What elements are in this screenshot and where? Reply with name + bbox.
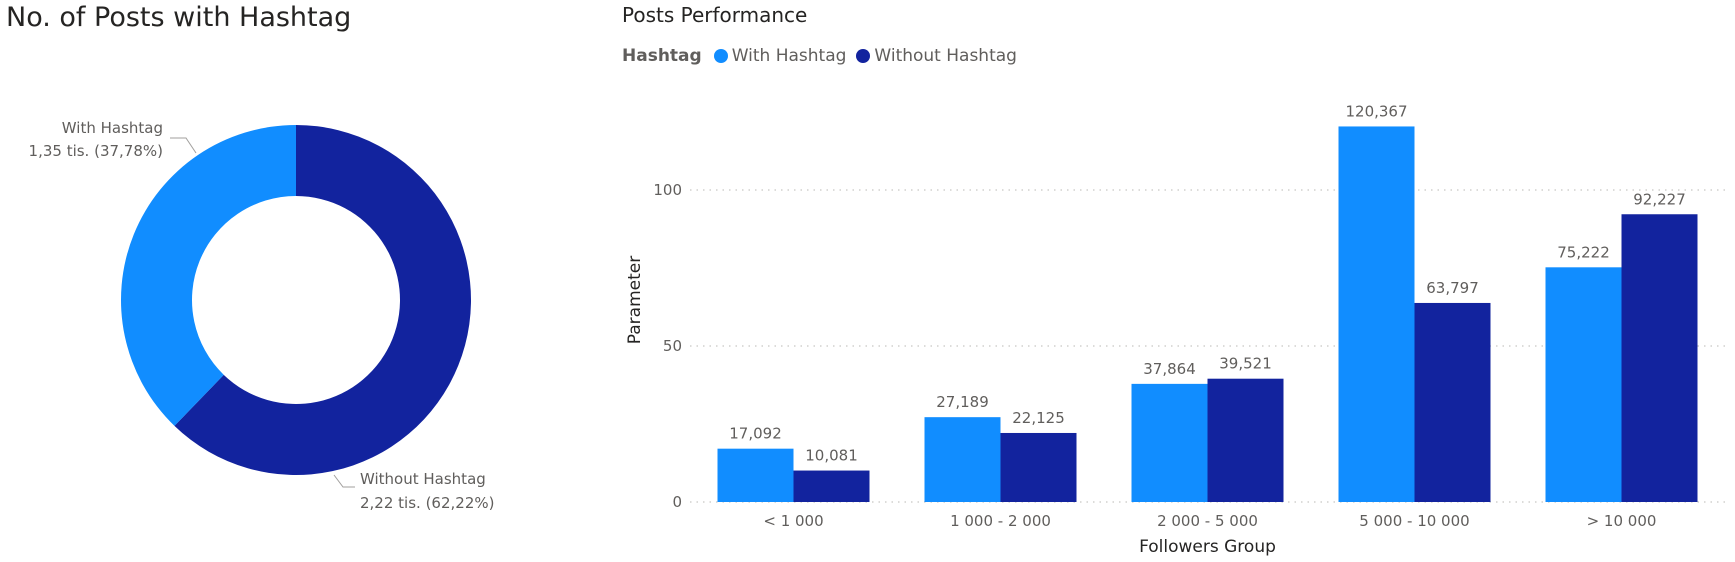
legend-item-without-hashtag[interactable]: Without Hashtag	[856, 46, 1017, 66]
donut-chart-title: No. of Posts with Hashtag	[6, 2, 352, 33]
x-tick-label: 1 000 - 2 000	[950, 512, 1051, 530]
x-tick-label: > 10 000	[1587, 512, 1657, 530]
data-label: 92,227	[1633, 190, 1686, 208]
bar-chart-legend: Hashtag With Hashtag Without Hashtag	[622, 46, 1027, 66]
bar-without-hashtag[interactable]	[1207, 378, 1284, 502]
x-tick-label: 5 000 - 10 000	[1359, 512, 1469, 530]
data-label: 75,222	[1557, 243, 1610, 261]
bar-without-hashtag[interactable]	[1414, 302, 1491, 502]
data-label: 10,081	[805, 447, 858, 465]
x-tick-label: 2 000 - 5 000	[1157, 512, 1258, 530]
data-label: 39,521	[1219, 355, 1272, 373]
bar-without-hashtag[interactable]	[1621, 214, 1698, 502]
donut-label-name: Without Hashtag	[360, 470, 486, 488]
donut-leader-line	[333, 474, 355, 488]
legend-label-with-hashtag: With Hashtag	[731, 46, 847, 66]
legend-marker-without-hashtag	[856, 49, 871, 63]
donut-leader-line	[170, 137, 197, 154]
x-tick-label: < 1 000	[763, 512, 823, 530]
legend-item-with-hashtag[interactable]: With Hashtag	[713, 46, 847, 66]
bar-with-hashtag[interactable]	[717, 448, 794, 502]
legend-title: Hashtag	[622, 46, 702, 66]
y-tick-label: 0	[672, 493, 682, 511]
legend-label-without-hashtag: Without Hashtag	[874, 46, 1017, 66]
donut-label-value: 1,35 tis. (37,78%)	[29, 142, 163, 160]
data-label: 22,125	[1012, 409, 1065, 427]
bar-with-hashtag[interactable]	[1131, 383, 1208, 502]
donut-chart: With Hashtag 1,35 tis. (37,78%) Without Ha…	[29, 119, 495, 512]
data-label: 120,367	[1345, 102, 1407, 120]
donut-slice-without-hashtag[interactable]	[174, 125, 472, 475]
donut-label-name: With Hashtag	[62, 119, 163, 137]
data-label: 37,864	[1143, 360, 1196, 378]
bar-chart-title: Posts Performance	[622, 3, 808, 27]
bar-with-hashtag[interactable]	[1545, 267, 1622, 502]
y-tick-label: 100	[653, 181, 682, 199]
legend-marker-with-hashtag	[713, 49, 728, 63]
x-axis-title: Followers Group	[1139, 537, 1276, 557]
bar-with-hashtag[interactable]	[924, 417, 1001, 502]
bar-chart: 0 50 100 17,092 10,081 < 1 000 27,189 22,125 1 0…	[625, 102, 1725, 557]
data-label: 63,797	[1426, 279, 1479, 297]
y-axis-title: Parameter	[625, 256, 645, 344]
bar-without-hashtag[interactable]	[793, 470, 870, 502]
y-tick-label: 50	[663, 337, 682, 355]
bar-without-hashtag[interactable]	[1000, 432, 1077, 502]
bar-with-hashtag[interactable]	[1338, 126, 1415, 503]
donut-slice-with-hashtag[interactable]	[121, 125, 296, 426]
data-label: 17,092	[729, 425, 782, 443]
donut-label-value: 2,22 tis. (62,22%)	[360, 494, 494, 512]
data-label: 27,189	[936, 393, 989, 411]
